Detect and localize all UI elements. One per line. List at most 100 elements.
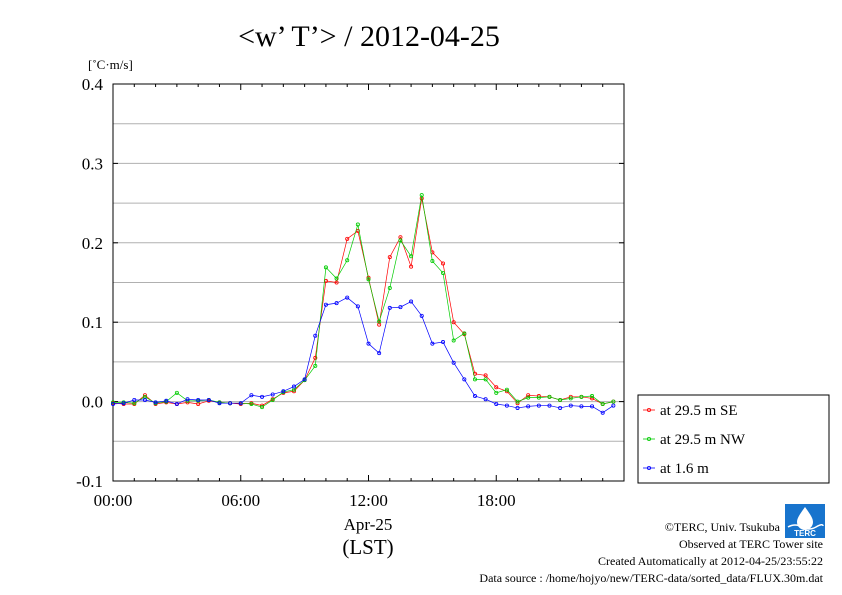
data-point: [558, 398, 563, 403]
x-axis-timezone: (LST): [342, 535, 393, 559]
data-point: [409, 299, 414, 304]
copyright-text: ©TERC, Univ. Tsukuba: [665, 520, 781, 534]
data-point: [270, 392, 275, 397]
series-2: [111, 193, 616, 410]
data-point: [174, 390, 179, 395]
chart-title: <w’ T’> / 2012-04-25: [238, 20, 500, 53]
series-1: [111, 196, 616, 408]
y-tick-label: 0.2: [82, 234, 103, 253]
data-point: [291, 384, 296, 389]
data-point: [206, 398, 211, 403]
data-point: [451, 320, 456, 325]
data-point: [217, 401, 222, 406]
data-point: [419, 193, 424, 198]
x-axis-date: Apr-25: [344, 515, 393, 534]
data-point: [249, 393, 254, 398]
data-point: [366, 277, 371, 282]
data-point: [462, 377, 467, 382]
data-point: [164, 398, 169, 403]
x-tick-label: 06:00: [221, 491, 260, 510]
data-point: [536, 403, 541, 408]
data-point: [515, 399, 520, 404]
created-text: Created Automatically at 2012-04-25/23:5…: [598, 554, 823, 568]
data-point: [462, 331, 467, 336]
data-point: [334, 280, 339, 285]
y-axis-unit: [˚C·m/s]: [88, 57, 133, 72]
data-point: [579, 404, 584, 409]
data-point: [409, 264, 414, 269]
legend-box: [637, 394, 830, 484]
data-point: [494, 390, 499, 395]
data-point: [579, 394, 584, 399]
data-point: [387, 305, 392, 310]
data-point: [387, 255, 392, 260]
data-point: [142, 398, 147, 403]
series-line: [112, 297, 614, 414]
data-point: [590, 396, 595, 401]
data-point: [568, 403, 573, 408]
data-point: [132, 398, 137, 403]
data-point: [526, 404, 531, 409]
series-group: [111, 193, 616, 415]
data-point: [504, 403, 509, 408]
source-text: Data source : /home/hojyo/new/TERC-data/…: [479, 571, 823, 585]
y-tick-label: 0.1: [82, 313, 103, 332]
data-point: [494, 385, 499, 390]
series-line: [112, 198, 614, 406]
data-point: [590, 394, 595, 399]
legend-label: at 1.6 m: [660, 461, 709, 477]
axis-ticks: 0.4 0.3 0.2 0.1 0.0 -0.100:00 06:00 12:00 18:00: [76, 75, 625, 510]
data-point: [281, 389, 286, 394]
data-point: [111, 400, 116, 405]
data-point: [483, 373, 488, 378]
data-point: [526, 393, 531, 398]
data-point: [302, 377, 307, 382]
data-point: [185, 397, 190, 402]
data-point: [451, 360, 456, 365]
data-point: [547, 403, 552, 408]
data-point: [398, 238, 403, 243]
x-tick-label: 18:00: [477, 491, 516, 510]
data-point: [430, 259, 435, 264]
data-point: [377, 351, 382, 356]
data-point: [483, 397, 488, 402]
data-point: [590, 404, 595, 409]
data-point: [568, 396, 573, 401]
data-point: [387, 286, 392, 291]
data-point: [111, 401, 116, 406]
data-point: [472, 377, 477, 382]
data-point: [345, 258, 350, 263]
grid-lines: [113, 123, 624, 442]
data-point: [611, 399, 616, 404]
data-point: [600, 410, 605, 415]
data-point: [600, 401, 605, 406]
data-point: [121, 401, 126, 406]
data-point: [355, 304, 360, 309]
data-point: [419, 313, 424, 318]
data-point: [526, 395, 531, 400]
y-tick-label: 0.4: [82, 75, 104, 94]
legend-swatch-marker: [647, 407, 652, 412]
data-point: [441, 270, 446, 275]
data-point: [558, 405, 563, 410]
data-point: [515, 405, 520, 410]
x-tick-label: 00:00: [94, 491, 133, 510]
data-point: [323, 265, 328, 270]
data-point: [536, 395, 541, 400]
data-point: [451, 338, 456, 343]
data-point: [441, 261, 446, 266]
series-3: [111, 295, 616, 415]
y-tick-label: 0.3: [82, 154, 103, 173]
wave-icon: [787, 523, 824, 530]
data-point: [430, 341, 435, 346]
data-point: [345, 295, 350, 300]
terc-logo: TERC: [785, 504, 825, 538]
data-point: [228, 401, 233, 406]
data-point: [472, 394, 477, 399]
data-point: [345, 236, 350, 241]
data-point: [334, 276, 339, 281]
data-point: [196, 398, 201, 403]
data-point: [377, 319, 382, 324]
data-point: [174, 401, 179, 406]
